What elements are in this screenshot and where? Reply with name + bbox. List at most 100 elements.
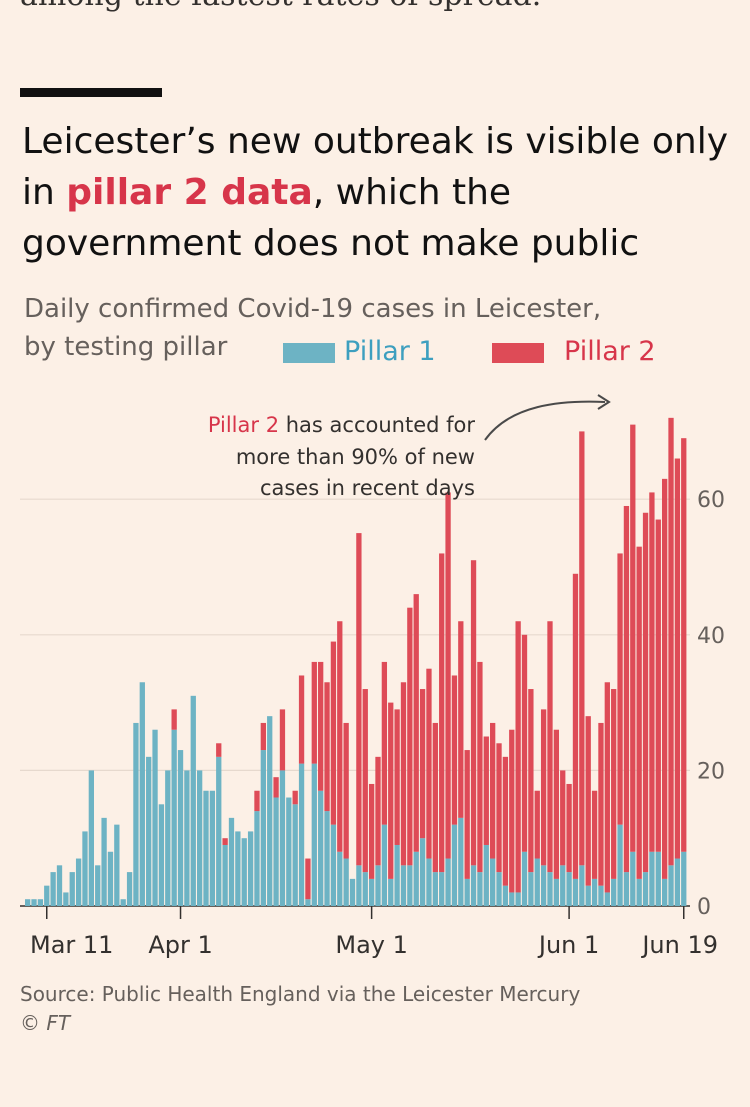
copyright: © FT xyxy=(20,1011,71,1035)
bar-pillar2 xyxy=(585,716,591,886)
x-tick-label: Jun 1 xyxy=(537,931,599,959)
bar-pillar1 xyxy=(267,716,273,906)
bar-pillar1 xyxy=(324,811,330,906)
bar-pillar1 xyxy=(196,770,203,906)
bar-pillar2 xyxy=(362,689,368,873)
bar-pillar2 xyxy=(674,458,681,859)
bar-pillar2 xyxy=(553,729,560,879)
bar-pillar1 xyxy=(630,851,636,906)
bar-pillar1 xyxy=(305,899,311,906)
bar-pillar1 xyxy=(330,824,337,906)
bar-pillar1 xyxy=(298,763,305,906)
bar-pillar1 xyxy=(560,865,566,906)
bar-pillar2 xyxy=(560,770,566,866)
bar-pillar2 xyxy=(477,661,483,873)
bar-pillar1 xyxy=(349,878,356,906)
bar-pillar1 xyxy=(566,872,572,906)
bar-pillar1 xyxy=(114,824,120,906)
bar-pillar1 xyxy=(464,878,470,906)
bar-pillar2 xyxy=(381,661,388,825)
y-tick-label: 0 xyxy=(697,895,711,920)
bar-pillar2 xyxy=(388,702,394,879)
bar-pillar1 xyxy=(31,899,37,906)
source-note: Source: Public Health England via the Le… xyxy=(20,980,580,1038)
bar-pillar1 xyxy=(56,865,63,906)
bar-pillar1 xyxy=(649,851,655,906)
bar-pillar1 xyxy=(426,858,432,906)
bar-pillar2 xyxy=(394,709,400,845)
bar-pillar1 xyxy=(445,858,451,906)
bar-pillar2 xyxy=(496,743,502,873)
bar-pillar1 xyxy=(451,824,458,906)
bar-pillar2 xyxy=(534,790,540,859)
bar-pillar1 xyxy=(540,865,547,906)
bar-pillar2 xyxy=(451,675,458,825)
y-tick-label: 20 xyxy=(697,759,725,784)
bar-pillar2 xyxy=(668,417,674,866)
x-axis: Mar 11 Apr 1 May 1 Jun 1 Jun 19 xyxy=(30,906,718,959)
bar-pillar2 xyxy=(655,519,661,852)
annotation-highlight: Pillar 2 xyxy=(208,413,279,437)
bar-pillar1 xyxy=(662,878,668,906)
bar-pillar2 xyxy=(617,553,623,825)
bar-pillar2 xyxy=(502,756,509,886)
bar-pillar2 xyxy=(528,689,534,873)
bar-pillar2 xyxy=(419,689,426,839)
bar-pillar1 xyxy=(400,865,407,906)
bar-pillar1 xyxy=(636,878,642,906)
bar-pillar2 xyxy=(318,661,324,791)
bar-pillar1 xyxy=(591,878,598,906)
bar-pillar2 xyxy=(368,783,375,879)
bar-pillar2 xyxy=(630,424,636,852)
bar-pillar1 xyxy=(534,858,540,906)
bar-pillar2 xyxy=(636,546,642,879)
bar-pillar2 xyxy=(642,512,649,873)
bar-pillar1 xyxy=(381,824,388,906)
bar-pillar2 xyxy=(298,675,305,764)
annotation-arrowhead xyxy=(597,394,611,410)
annotation: Pillar 2 has accounted for more than 90%… xyxy=(208,394,611,500)
bar-pillar2 xyxy=(611,689,617,879)
bar-pillar1 xyxy=(394,844,400,906)
bar-pillar2 xyxy=(413,594,419,852)
bar-pillar1 xyxy=(617,824,623,906)
x-tick-label: May 1 xyxy=(335,931,408,959)
bar-pillar1 xyxy=(158,804,165,906)
bar-pillar2 xyxy=(572,573,579,879)
bar-pillar2 xyxy=(254,790,260,812)
bar-pillar1 xyxy=(75,858,82,906)
legend-swatch-pillar2 xyxy=(492,343,544,363)
annotation-line1: Pillar 2 has accounted for xyxy=(208,413,476,437)
bar-pillar1 xyxy=(356,865,362,906)
bar-pillar1 xyxy=(222,844,228,906)
bar-pillar1 xyxy=(439,872,445,906)
bar-pillar1 xyxy=(681,851,687,906)
bar-pillar1 xyxy=(611,878,617,906)
bar-pillar1 xyxy=(528,872,534,906)
bar-pillar2 xyxy=(343,722,349,859)
bar-pillar1 xyxy=(515,892,521,906)
bar-pillar2 xyxy=(337,621,343,852)
annotation-arrow xyxy=(484,400,606,441)
bar-pillar1 xyxy=(413,851,419,906)
bar-pillar1 xyxy=(375,865,381,906)
bar-pillar1 xyxy=(490,858,496,906)
bar-pillar1 xyxy=(496,872,502,906)
title-part1: Leicester’s new outbreak is visible only… xyxy=(22,121,729,213)
y-axis: 0 20 40 60 xyxy=(697,488,725,920)
bar-pillar2 xyxy=(330,641,337,825)
bar-pillar2 xyxy=(521,634,528,852)
bar-pillar1 xyxy=(152,729,158,906)
bar-pillar1 xyxy=(88,770,94,906)
bar-pillar2 xyxy=(547,621,553,873)
annotation-line3: cases in recent days xyxy=(260,476,475,500)
bar-pillar1 xyxy=(470,865,477,906)
bar-pillar2 xyxy=(483,736,489,845)
bar-pillar1 xyxy=(419,838,426,906)
bar-pillar1 xyxy=(101,817,107,906)
bar-pillar1 xyxy=(598,885,604,906)
bars xyxy=(25,417,687,906)
annotation-line2: more than 90% of new xyxy=(236,445,475,469)
title-rule xyxy=(20,88,162,97)
bar-pillar1 xyxy=(623,872,630,906)
